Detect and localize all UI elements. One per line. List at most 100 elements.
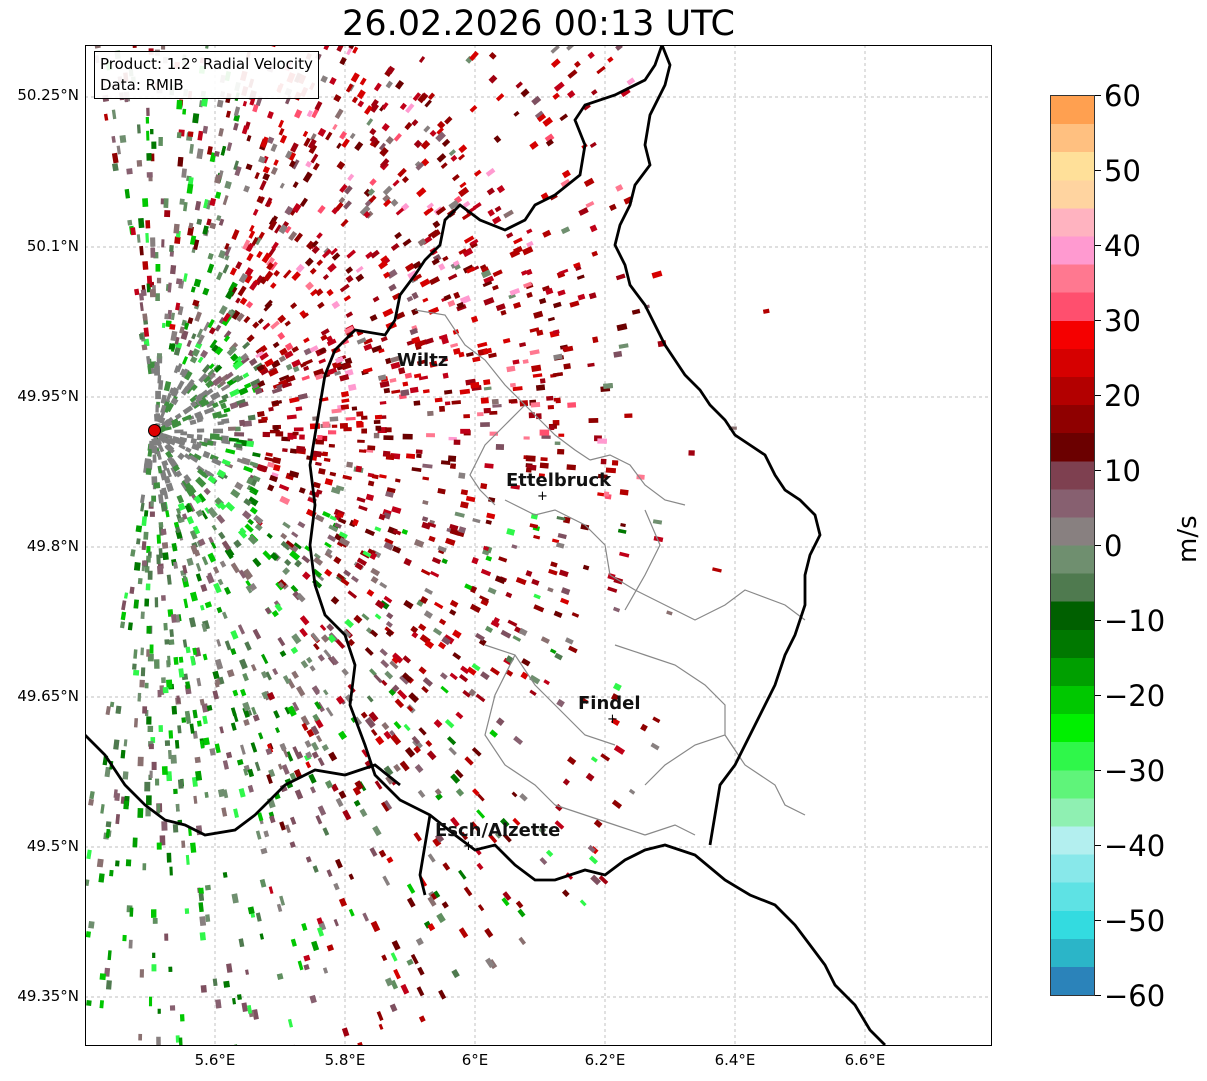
velocity-gate — [312, 713, 320, 722]
velocity-gate — [469, 104, 478, 113]
velocity-gate — [193, 239, 200, 250]
velocity-gate — [486, 187, 495, 196]
velocity-gate — [151, 761, 157, 771]
velocity-gate — [485, 555, 493, 562]
velocity-gate — [211, 457, 222, 466]
velocity-gate — [588, 292, 597, 300]
velocity-gate — [384, 670, 394, 680]
velocity-gate — [377, 374, 387, 381]
velocity-gate — [292, 202, 302, 214]
velocity-gate — [462, 247, 474, 258]
velocity-gate — [184, 710, 191, 721]
velocity-gate — [379, 648, 388, 657]
velocity-gate — [109, 869, 114, 877]
velocity-gate — [402, 655, 412, 664]
velocity-gate — [221, 540, 232, 551]
velocity-gate — [223, 980, 230, 988]
velocity-gate — [242, 701, 251, 712]
velocity-gate — [202, 287, 210, 296]
velocity-gate — [236, 457, 243, 463]
colorbar-tick-mark — [1095, 395, 1101, 396]
velocity-gate — [381, 722, 390, 731]
velocity-gate — [488, 51, 497, 60]
velocity-gate — [389, 1003, 398, 1013]
velocity-gate — [197, 356, 204, 364]
velocity-gate — [560, 587, 571, 596]
velocity-gate — [344, 618, 354, 629]
velocity-gate — [193, 549, 201, 557]
velocity-gate — [120, 611, 127, 621]
velocity-gate — [140, 502, 145, 512]
velocity-gate — [590, 756, 598, 763]
velocity-gate — [488, 352, 497, 359]
velocity-gate — [93, 45, 101, 49]
velocity-gate — [88, 798, 94, 806]
velocity-gate — [492, 404, 502, 408]
velocity-gate — [200, 583, 208, 593]
velocity-gate — [366, 695, 374, 703]
velocity-gate — [208, 327, 216, 335]
velocity-gate — [163, 622, 168, 631]
velocity-gate — [199, 740, 205, 749]
velocity-gate — [582, 103, 591, 111]
velocity-gate — [277, 636, 286, 647]
velocity-gate — [247, 534, 258, 545]
velocity-gate — [185, 854, 190, 865]
velocity-gate — [328, 443, 335, 448]
velocity-gate — [262, 550, 273, 561]
velocity-gate — [252, 475, 261, 483]
velocity-gate — [391, 545, 402, 554]
velocity-gate — [323, 45, 331, 51]
velocity-gate — [188, 827, 192, 837]
velocity-gate — [192, 647, 198, 656]
velocity-gate — [331, 252, 341, 261]
velocity-gate — [146, 355, 151, 365]
colorbar-tick-mark — [1095, 845, 1101, 846]
velocity-gate — [151, 495, 157, 502]
x-tick-label: 6.6°E — [844, 1051, 886, 1069]
velocity-gate — [276, 383, 284, 390]
velocity-gate — [194, 756, 201, 764]
velocity-gate — [550, 561, 558, 568]
velocity-gate — [406, 883, 416, 894]
radar-map[interactable] — [85, 45, 992, 1046]
velocity-gate — [209, 197, 217, 207]
velocity-gate — [269, 429, 280, 434]
velocity-gate — [458, 869, 467, 880]
velocity-gate — [558, 569, 569, 578]
colorbar-tick-label: 50 — [1104, 154, 1141, 188]
velocity-gate — [195, 509, 204, 518]
velocity-gate — [368, 195, 377, 203]
velocity-gate — [146, 130, 150, 141]
velocity-gate — [496, 185, 506, 194]
velocity-gate — [166, 852, 172, 863]
velocity-gate — [336, 160, 346, 170]
velocity-gate — [173, 347, 181, 356]
velocity-gate — [329, 77, 337, 85]
velocity-gate — [212, 690, 219, 700]
velocity-gate — [199, 916, 207, 926]
velocity-gate — [610, 717, 621, 726]
velocity-gate — [164, 210, 171, 218]
velocity-gate — [462, 200, 471, 208]
velocity-gate — [167, 655, 171, 666]
velocity-gate — [483, 545, 490, 551]
velocity-gate — [205, 914, 211, 922]
velocity-gate — [348, 908, 355, 917]
velocity-gate — [624, 413, 633, 418]
velocity-gate — [523, 281, 533, 289]
velocity-gate — [588, 855, 599, 865]
velocity-gate — [224, 548, 234, 560]
velocity-gate — [348, 873, 355, 881]
radar-site-marker[interactable] — [148, 424, 161, 437]
velocity-gate — [249, 224, 255, 233]
velocity-gate — [275, 581, 284, 591]
velocity-gate — [666, 610, 673, 616]
velocity-gate — [491, 398, 499, 405]
velocity-gate — [554, 441, 561, 446]
velocity-gate — [308, 773, 317, 784]
velocity-gate — [458, 526, 467, 534]
velocity-gate — [553, 81, 565, 92]
velocity-gate — [421, 521, 431, 530]
velocity-gate — [582, 564, 590, 571]
